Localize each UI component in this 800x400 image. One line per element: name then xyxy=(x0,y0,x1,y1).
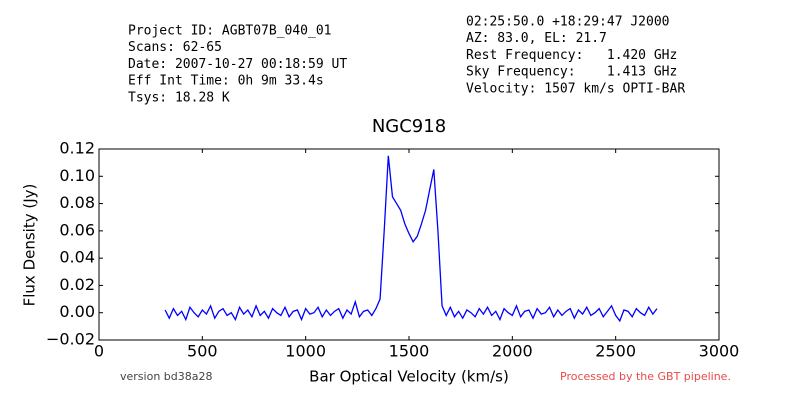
x-tick-label: 3000 xyxy=(699,342,740,361)
y-tick-label: 0.12 xyxy=(59,139,95,158)
x-tick-label: 2000 xyxy=(492,342,533,361)
header-line: Sky Frequency: 1.413 GHz xyxy=(466,65,677,80)
header-line: Tsys: 18.28 K xyxy=(128,90,230,105)
y-tick-label: 0.06 xyxy=(59,220,95,239)
x-tick-label: 0 xyxy=(94,342,104,361)
y-tick-label: 0.00 xyxy=(59,302,95,321)
y-tick-label: 0.08 xyxy=(59,193,95,212)
y-tick-label: 0.04 xyxy=(59,248,95,267)
header-line: Eff Int Time: 0h 9m 33.4s xyxy=(128,74,324,89)
header-line: Velocity: 1507 km/s OPTI-BAR xyxy=(466,81,685,96)
y-axis-label: Flux Density (Jy) xyxy=(21,184,39,307)
header-line: Rest Frequency: 1.420 GHz xyxy=(466,48,677,63)
x-tick-label: 1500 xyxy=(389,342,430,361)
header-line: AZ: 83.0, EL: 21.7 xyxy=(466,31,607,46)
chart-title: NGC918 xyxy=(372,116,446,137)
spectrum-line xyxy=(164,155,658,323)
y-tick-label: 0.02 xyxy=(59,275,95,294)
pipeline-note: Processed by the GBT pipeline. xyxy=(560,370,731,383)
y-tick-label: 0.10 xyxy=(59,166,95,185)
y-tick-label: −0.02 xyxy=(46,330,95,349)
x-tick-label: 1000 xyxy=(285,342,326,361)
x-tick-label: 500 xyxy=(187,342,218,361)
header-line: Project ID: AGBT07B_040_01 xyxy=(128,24,332,39)
x-tick-label: 2500 xyxy=(595,342,636,361)
version-note: version bd38a28 xyxy=(120,370,213,383)
header-line: Date: 2007-10-27 00:18:59 UT xyxy=(128,57,347,72)
x-axis-label: Bar Optical Velocity (km/s) xyxy=(309,368,509,386)
header-line: 02:25:50.0 +18:29:47 J2000 xyxy=(466,15,670,30)
header-line: Scans: 62-65 xyxy=(128,40,222,55)
